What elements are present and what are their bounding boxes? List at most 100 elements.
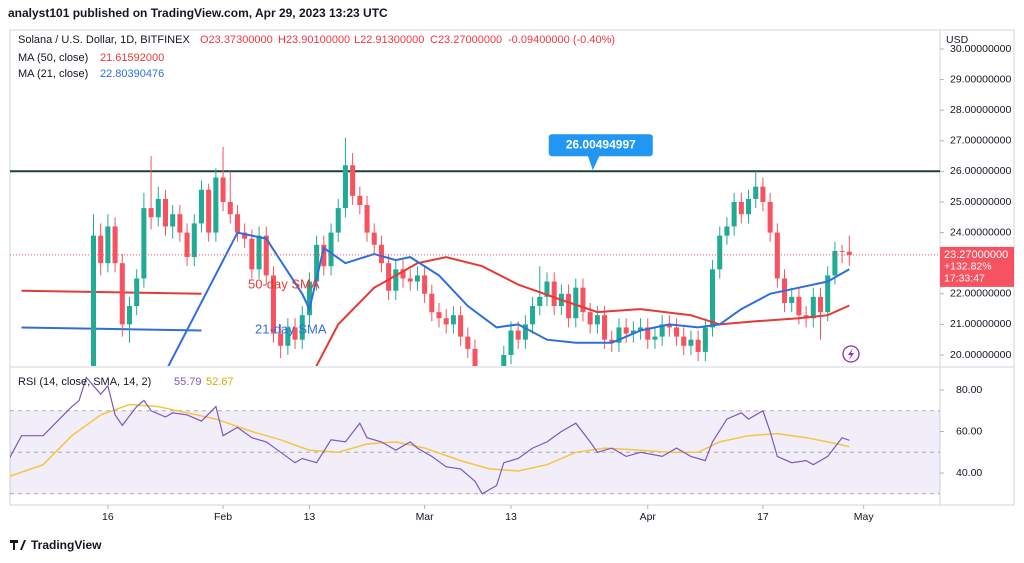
candle-body [422,275,428,294]
candle-body [119,263,125,325]
rsi-line [10,376,850,495]
candle-body [515,330,521,340]
ohlc-low: L22.91300000 [354,34,424,46]
price-pane [10,137,940,366]
candle-body [227,201,233,215]
price-badge [940,246,1014,287]
replay-icon[interactable] [842,345,860,363]
price-badge-label: 23.27000000 [944,249,1008,261]
candle-body [472,348,478,366]
candle-body [702,327,708,352]
candle-body [256,235,262,270]
candle-body [674,327,680,337]
candle-body [141,208,147,279]
x-tick-label: May [854,511,875,523]
candle-body [234,214,240,233]
moving-average [315,256,850,366]
annotation: 50-day SMA [248,276,320,291]
currency: USD [946,34,969,46]
x-tick-label: 16 [102,511,114,523]
rsi-pane [10,376,940,495]
candle-body [436,312,442,319]
candle-body [249,238,255,270]
candle-body [342,165,348,209]
candle-body [155,198,161,218]
ma50-legend-value: 21.61592000 [100,52,164,64]
candle-body [170,214,176,227]
candle-body [393,269,399,291]
candle-body [623,327,629,334]
candle-body [522,324,528,340]
candle-body [767,201,773,233]
candle-body [285,327,291,346]
candle-body [213,177,219,233]
y-tick-label: 30.00000000 [950,43,1011,55]
candle-body [717,235,723,270]
ma21-legend-value: 22.80390476 [100,68,164,80]
rsi-title: RSI (14, close, SMA, 14, 2) [18,376,151,388]
candle-body [825,275,831,313]
resistance-pointer [587,155,600,171]
price-badge-countdown: 17:33:47 [944,273,985,285]
candle-body [638,327,644,331]
candle-body [126,306,133,325]
trendline [21,289,202,295]
candle-body [206,189,212,233]
candle-body [817,296,824,313]
ohlc-open: O23.37300000 [200,34,273,46]
rsi-y-tick-label: 40.00 [956,467,982,479]
rsi-sma [10,403,850,477]
candle-body [530,306,536,325]
candle-body [839,250,845,252]
ma50-legend: MA (50, close) [18,52,88,64]
logo: TradingView [10,538,102,552]
candle-body [162,198,168,227]
candle-body [630,330,636,334]
candle-body [645,327,651,340]
symbol: Solana / U.S. Dollar, 1D, BITFINEX [18,34,190,46]
candle-body [148,208,154,218]
candle-body [810,296,816,319]
candle-body [414,275,420,282]
candle-body [666,324,672,328]
ma21-legend: MA (21, close) [18,68,88,80]
publisher: analyst101 published on TradingView.com,… [8,6,388,20]
candle-body [681,336,687,346]
candle-body [465,336,471,349]
rsi-y-tick-label: 80.00 [956,384,982,396]
candle-body [350,165,356,196]
candle-body [544,281,550,297]
candle-body [270,275,276,334]
x-tick-label: 13 [505,511,517,523]
candle-body [407,278,413,282]
candle-body [652,336,658,340]
candle-body [609,339,615,343]
candle-body [328,232,334,267]
y-tick-label: 24.00000000 [950,226,1011,238]
candle-body [738,201,744,215]
candle-body [753,186,759,199]
resistance-badge [548,134,653,157]
candle-body [314,244,320,282]
candle-body [90,235,97,366]
candle-body [774,232,780,279]
y-tick-label: 25.00000000 [950,196,1011,208]
x-tick-label: 17 [757,511,769,523]
candle-body [292,327,298,340]
candle-body [846,251,852,255]
candle-body [724,226,730,236]
candle-body [177,214,183,233]
candle-body [429,293,435,313]
candle-body [587,312,593,325]
candle-body [134,278,140,307]
x-tick-label: Feb [214,511,232,523]
candle-body [263,235,269,276]
moving-average [167,231,850,366]
candle-body [594,315,600,325]
price-badge-change: +132.82% [944,261,992,273]
candle-body [695,339,701,352]
candle-body [760,186,766,202]
candle-body [184,232,190,258]
candle-body [508,330,514,355]
